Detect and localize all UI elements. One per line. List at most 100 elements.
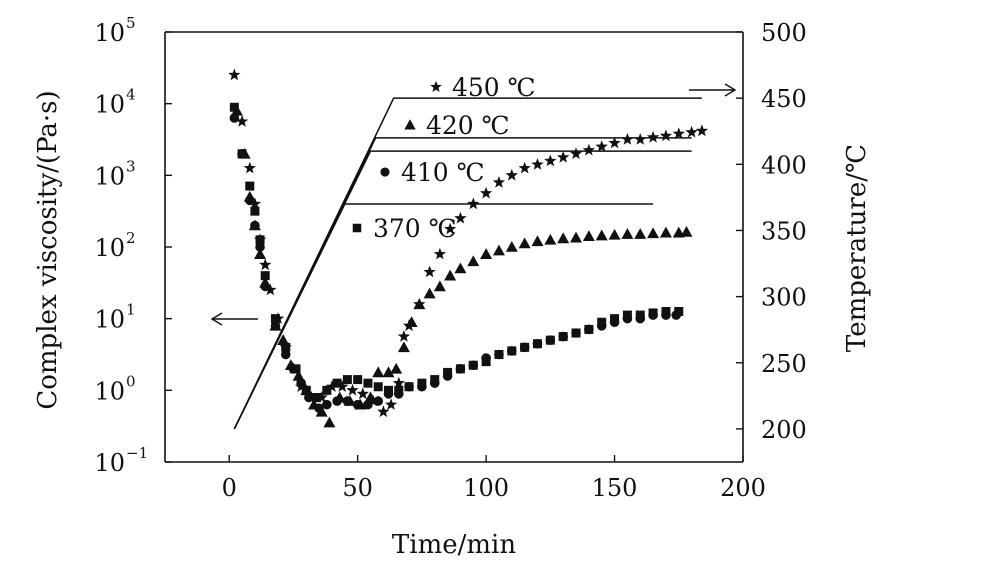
legend-label: 410 ℃ — [401, 158, 485, 187]
x-tick-label: 100 — [463, 474, 509, 502]
data-point-star — [634, 133, 647, 145]
data-point-star — [685, 125, 698, 138]
data-point-triangle — [254, 248, 267, 259]
y-left-tick-exponent: 0 — [126, 372, 136, 390]
data-point-triangle — [292, 370, 305, 381]
data-point-circle — [244, 195, 255, 206]
data-point-triangle — [413, 298, 426, 310]
data-point-square — [443, 367, 453, 377]
data-point-square — [255, 235, 265, 245]
y-left-tick-label: 10 — [94, 19, 125, 47]
data-point-square — [648, 308, 658, 318]
temperature-line — [233, 97, 702, 430]
data-point-star — [659, 129, 673, 142]
data-point-triangle — [423, 287, 436, 299]
data-points — [228, 68, 709, 428]
data-point-square — [571, 328, 581, 338]
data-point-star — [608, 136, 621, 149]
data-point-square — [373, 382, 383, 392]
data-point-square — [558, 332, 568, 342]
data-point-star — [235, 115, 249, 127]
y-left-tick-label: 10 — [94, 306, 125, 334]
data-point-square — [507, 346, 517, 356]
data-point-square — [481, 357, 491, 367]
data-point-square — [281, 342, 291, 352]
y-right-tick-label: 450 — [761, 85, 807, 113]
data-point-star — [544, 154, 557, 167]
data-point-triangle — [557, 232, 570, 244]
data-point-triangle — [621, 228, 634, 239]
data-point-square — [353, 375, 363, 385]
y-left-tick-exponent: 3 — [126, 157, 136, 175]
y-right-tick-label: 250 — [761, 350, 807, 378]
data-point-star — [505, 168, 518, 181]
data-point-star — [557, 150, 570, 163]
data-point-triangle — [544, 233, 557, 245]
data-point-square — [455, 364, 465, 374]
data-point-star — [423, 265, 436, 278]
data-point-square — [622, 310, 632, 320]
data-point-triangle — [480, 248, 493, 259]
data-point-square — [674, 307, 684, 316]
data-point-star — [518, 161, 531, 174]
data-point-triangle — [570, 231, 583, 243]
data-point-star — [646, 130, 660, 143]
data-point-square — [301, 385, 311, 395]
data-point-circle — [314, 403, 324, 414]
data-point-star — [621, 133, 634, 145]
y-left-tick-exponent: 5 — [126, 14, 136, 32]
y-left-tick-label: 10 — [94, 91, 125, 119]
y-axis-right-title: Temperature/℃ — [842, 144, 872, 352]
data-point-square — [661, 307, 671, 316]
legend-label: 420 ℃ — [426, 111, 510, 140]
y-left-tick-label: 10 — [94, 234, 125, 262]
data-point-square — [532, 339, 542, 349]
data-point-square — [610, 314, 620, 324]
data-point-square — [468, 360, 478, 370]
data-point-triangle — [390, 362, 403, 374]
data-point-triangle — [634, 228, 647, 239]
data-point-star — [384, 398, 398, 410]
data-point-triangle — [659, 226, 672, 238]
data-point-star — [695, 124, 709, 137]
legend-label: 450 ℃ — [452, 73, 536, 102]
data-point-square — [404, 382, 414, 392]
data-point-triangle — [372, 366, 385, 378]
data-point-star — [377, 405, 390, 418]
data-point-star — [259, 258, 272, 271]
data-point-triangle — [518, 237, 531, 249]
data-point-star — [444, 222, 457, 235]
data-point-circle — [250, 220, 260, 231]
data-point-star — [228, 68, 241, 81]
data-point-star — [243, 161, 256, 174]
y-left-tick-exponent: 4 — [126, 86, 136, 104]
data-point-square — [322, 385, 332, 395]
data-point-circle — [296, 378, 306, 388]
right-axis-arrow — [689, 83, 737, 97]
data-point-triangle — [454, 262, 467, 274]
data-point-star — [531, 158, 544, 170]
data-point-square — [260, 271, 270, 281]
data-point-circle — [304, 392, 314, 403]
data-point-triangle — [444, 269, 457, 281]
data-point-star — [454, 211, 467, 224]
data-point-square — [597, 317, 607, 327]
data-point-triangle — [323, 416, 336, 428]
data-point-triangle — [608, 228, 621, 240]
data-point-star — [672, 127, 685, 139]
temperature-line — [233, 203, 654, 430]
legend-label: 370 ℃ — [373, 214, 457, 243]
temperature-profiles — [233, 97, 702, 430]
data-point-star — [356, 387, 369, 400]
data-point-square — [430, 375, 440, 385]
legend-marker-triangle — [404, 119, 416, 130]
data-point-square — [270, 314, 280, 324]
data-point-circle — [260, 281, 270, 292]
x-tick-label: 200 — [720, 474, 766, 502]
data-point-circle — [255, 242, 265, 252]
data-point-triangle — [397, 341, 410, 353]
data-point-star — [582, 143, 595, 156]
data-point-square — [245, 181, 255, 191]
y-left-tick-exponent: 1 — [126, 301, 136, 319]
data-point-square — [545, 335, 555, 345]
